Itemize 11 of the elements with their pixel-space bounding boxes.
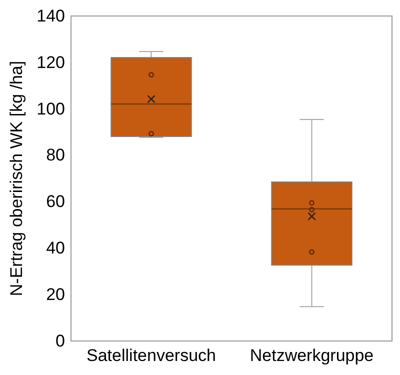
- y-tick-label: 100: [36, 99, 65, 118]
- y-tick-label: 0: [56, 331, 65, 350]
- y-tick-label: 40: [46, 238, 65, 258]
- y-axis-title: N-Ertrag oberirisch WK [kg /ha]: [7, 60, 26, 296]
- x-tick-label: Netzwerkgruppe: [250, 346, 374, 366]
- y-tick-label: 140: [36, 6, 65, 26]
- y-tick-label: 120: [36, 52, 65, 72]
- y-tick-label: 60: [46, 192, 65, 212]
- y-tick-label: 80: [46, 146, 65, 165]
- x-tick-label: Satellitenversuch: [86, 346, 216, 366]
- y-tick-label: 20: [46, 285, 65, 304]
